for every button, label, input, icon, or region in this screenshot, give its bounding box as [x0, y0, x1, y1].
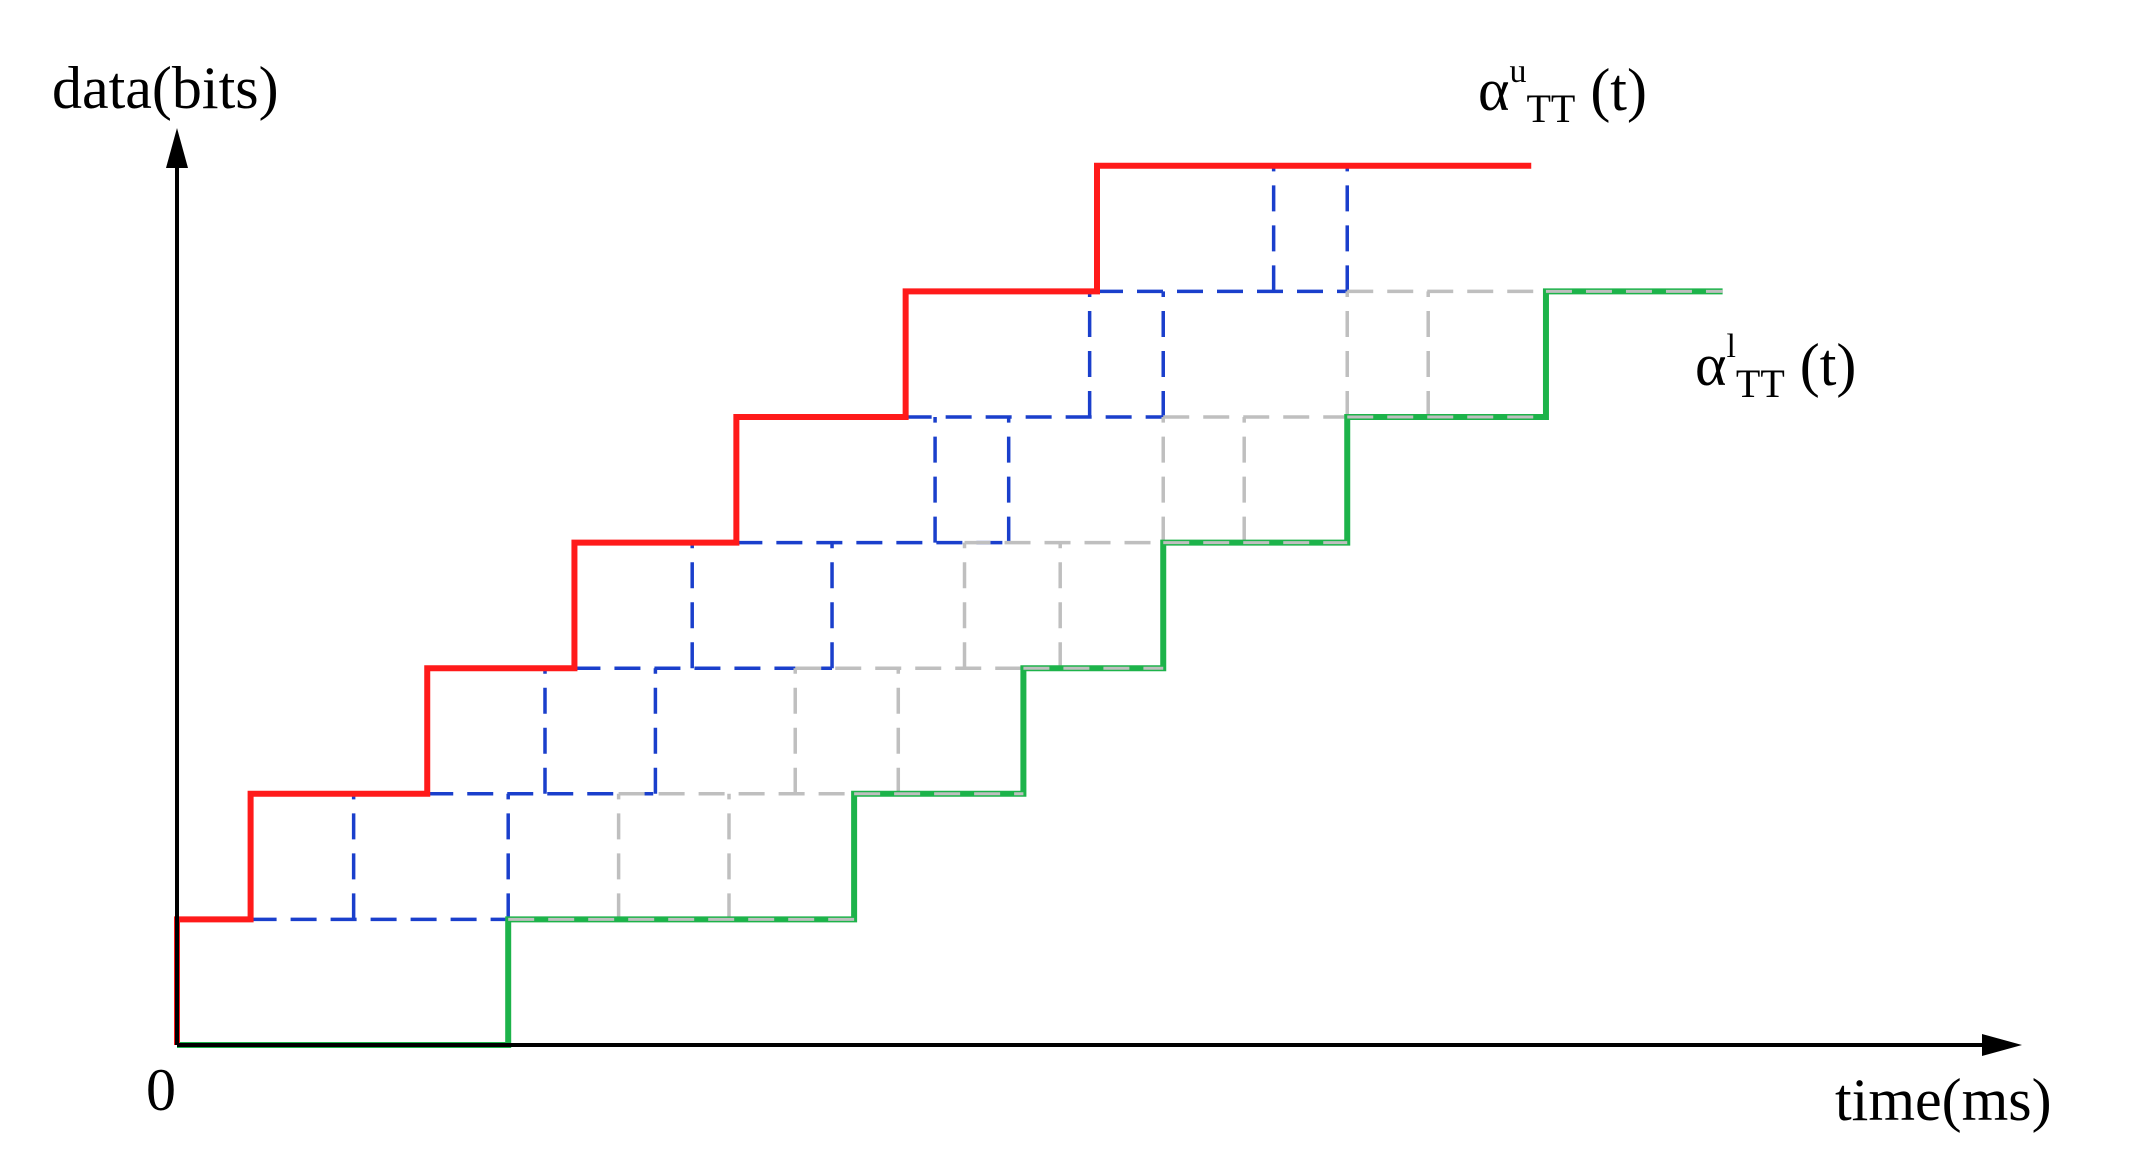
upper-curve-label: αuTT (t) [1478, 53, 1647, 131]
upper-label-sup: u [1509, 53, 1526, 90]
y-axis-label: data(bits) [52, 55, 279, 121]
upper-label-sub: TT [1526, 86, 1575, 131]
y-axis-arrowhead [166, 128, 188, 168]
x-axis-arrowhead [1982, 1034, 2022, 1056]
text-layer: data(bits) time(ms) 0 αuTT (t) αlTT (t) [52, 53, 2052, 1133]
upper-curve-line [174, 162, 1532, 1045]
lower-curve-label: αlTT (t) [1695, 328, 1856, 406]
upper-label-base: α [1478, 57, 1509, 123]
lower-label-base: α [1695, 332, 1726, 398]
axes-layer [166, 128, 2022, 1056]
lower-label-sup: l [1726, 328, 1735, 365]
x-axis-label: time(ms) [1835, 1067, 2052, 1133]
origin-label: 0 [146, 1057, 176, 1123]
series-layer [174, 162, 1723, 1048]
lower-label-sub: TT [1736, 361, 1785, 406]
lower-label-arg: (t) [1785, 332, 1857, 398]
upper-label-arg: (t) [1575, 57, 1647, 123]
lower-curve-line [177, 288, 1723, 1048]
